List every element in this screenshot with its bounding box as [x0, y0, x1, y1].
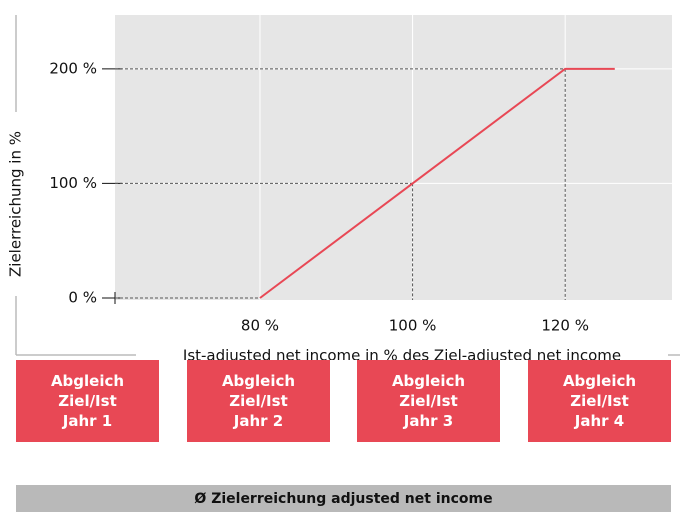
box-text: Ziel/Ist [570, 392, 629, 410]
box-text: Jahr 1 [62, 412, 113, 430]
y-tick-label: 200 % [49, 59, 97, 77]
y-axis-label: Zielerreichung in % [7, 131, 25, 277]
box-text: Abgleich [562, 372, 637, 390]
x-tick-label: 80 % [241, 317, 279, 335]
phase-box: Abgleich Ziel/Ist Jahr 2 [187, 360, 330, 442]
box-text: Abgleich [221, 372, 296, 390]
phase-box: Abgleich Ziel/Ist Jahr 3 [357, 360, 500, 442]
box-text: Jahr 3 [403, 412, 454, 430]
box-text: Abgleich [391, 372, 466, 390]
box-text: Jahr 4 [574, 412, 625, 430]
plot-area [115, 15, 672, 300]
x-tick-label: 120 % [541, 317, 589, 335]
footer-bar: Ø Zielerreichung adjusted net income [16, 485, 671, 512]
box-text: Abgleich [50, 372, 125, 390]
x-tick-label: 100 % [389, 317, 437, 335]
phase-box: Abgleich Ziel/Ist Jahr 1 [16, 360, 159, 442]
y-tick-label: 0 % [68, 289, 97, 307]
line [259, 67, 615, 299]
chart: Ist-adjusted net income in % des Ziel-ad… [7, 15, 680, 365]
box-text: Ziel/Ist [399, 392, 458, 410]
y-tick-label: 100 % [49, 174, 97, 192]
box-text: Jahr 2 [233, 412, 284, 430]
x-axis-label: Ist-adjusted net income in % des Ziel-ad… [183, 347, 621, 361]
phase-box: Abgleich Ziel/Ist Jahr 4 [528, 360, 671, 442]
box-text: Ziel/Ist [58, 392, 117, 410]
box-text: Ziel/Ist [229, 392, 288, 410]
